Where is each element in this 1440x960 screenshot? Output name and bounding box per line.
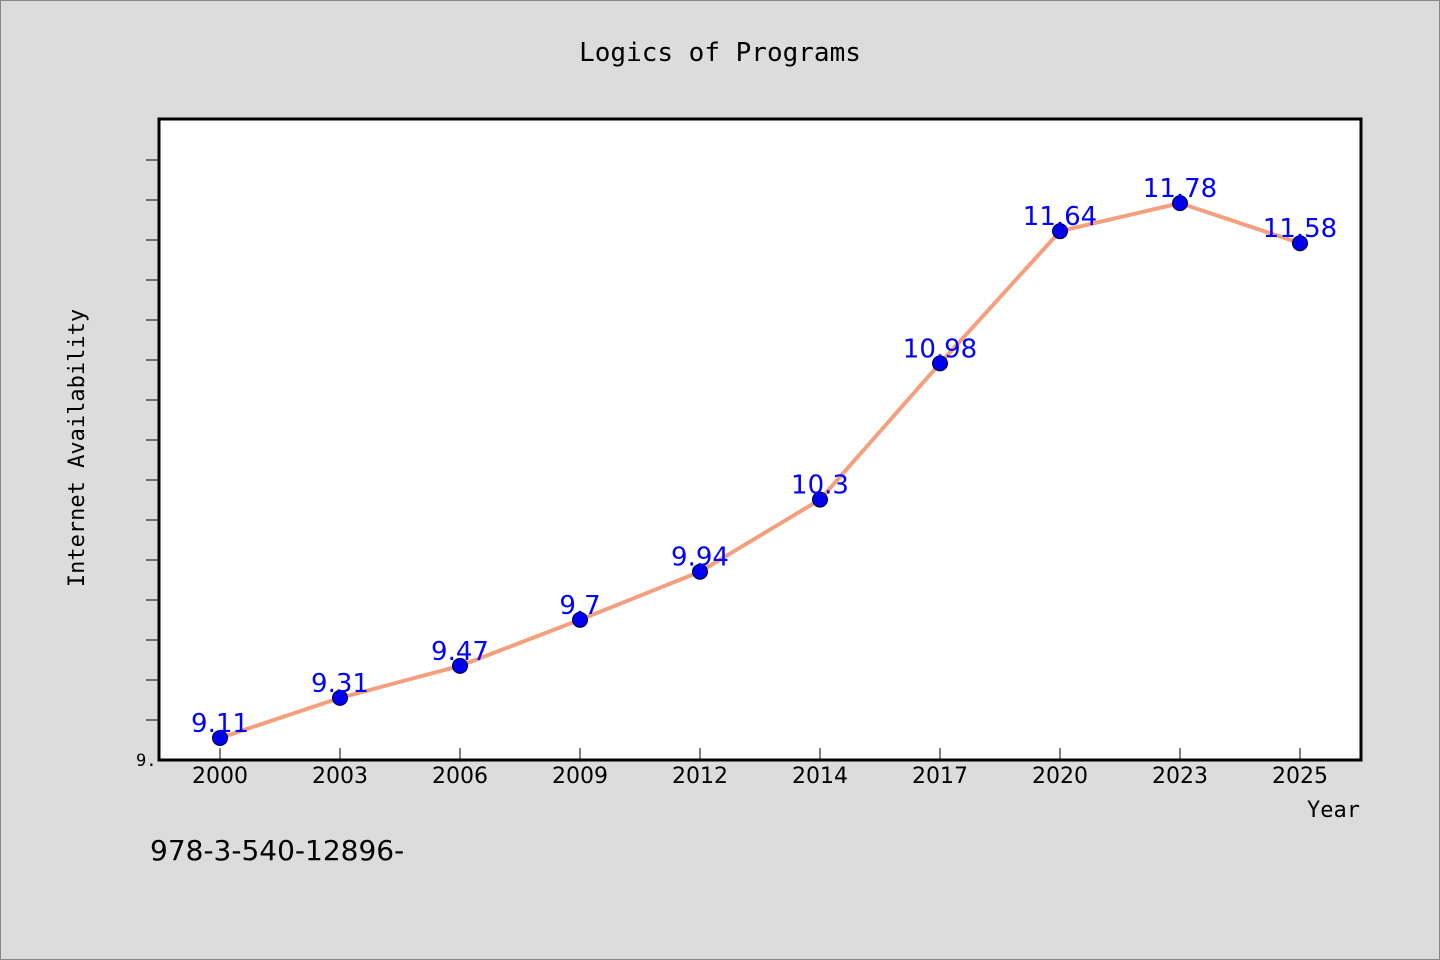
x-tick-label: 2003 [312, 764, 368, 789]
data-label: 10.3 [791, 471, 849, 501]
x-axis-ticks: 2000 2003 2006 2009 2012 2014 2017 2020 2023 2025 [192, 748, 1328, 789]
plot-area [157, 117, 1363, 762]
data-label: 9.94 [671, 543, 729, 573]
series-layer [212, 195, 1308, 746]
data-label: 10.98 [903, 334, 977, 364]
y-axis-label: Internet Availability [65, 309, 90, 587]
data-labels-layer: 9.11 9.31 9.47 9.7 9.94 10.3 10.98 11.64 11.78 11… [191, 174, 1337, 739]
x-tick-label: 2006 [432, 764, 488, 789]
x-tick-label: 2017 [912, 764, 968, 789]
data-point [452, 657, 468, 674]
data-label: 11.64 [1023, 202, 1097, 232]
x-tick-label: 2025 [1272, 764, 1328, 789]
footer-isbn-text: 978-3-540-12896- [150, 834, 405, 867]
data-point [572, 611, 588, 628]
x-tick-label: 2000 [192, 764, 248, 789]
data-point [692, 563, 708, 580]
data-label: 9.7 [559, 591, 600, 621]
x-axis-label: Year [1307, 798, 1360, 823]
series-line [219, 201, 1301, 740]
data-label: 9.11 [191, 709, 249, 739]
chart-title: Logics of Programs [579, 38, 861, 68]
x-tick-label: 2020 [1032, 764, 1088, 789]
y-tick-label: 9. [136, 751, 156, 771]
data-point [1052, 223, 1068, 240]
data-point [212, 729, 228, 746]
x-tick-label: 2023 [1152, 764, 1208, 789]
data-point [1172, 195, 1188, 212]
x-tick-label: 2009 [552, 764, 608, 789]
data-point [332, 689, 348, 706]
data-point [932, 355, 948, 372]
data-point [1292, 235, 1308, 252]
x-tick-label: 2014 [792, 764, 848, 789]
data-label: 11.78 [1143, 174, 1217, 204]
data-label: 11.58 [1263, 214, 1337, 244]
x-tick-label: 2012 [672, 764, 728, 789]
y-axis-ticks [146, 159, 159, 721]
data-label: 9.31 [311, 669, 369, 699]
data-point [812, 491, 828, 508]
data-label: 9.47 [431, 637, 489, 667]
